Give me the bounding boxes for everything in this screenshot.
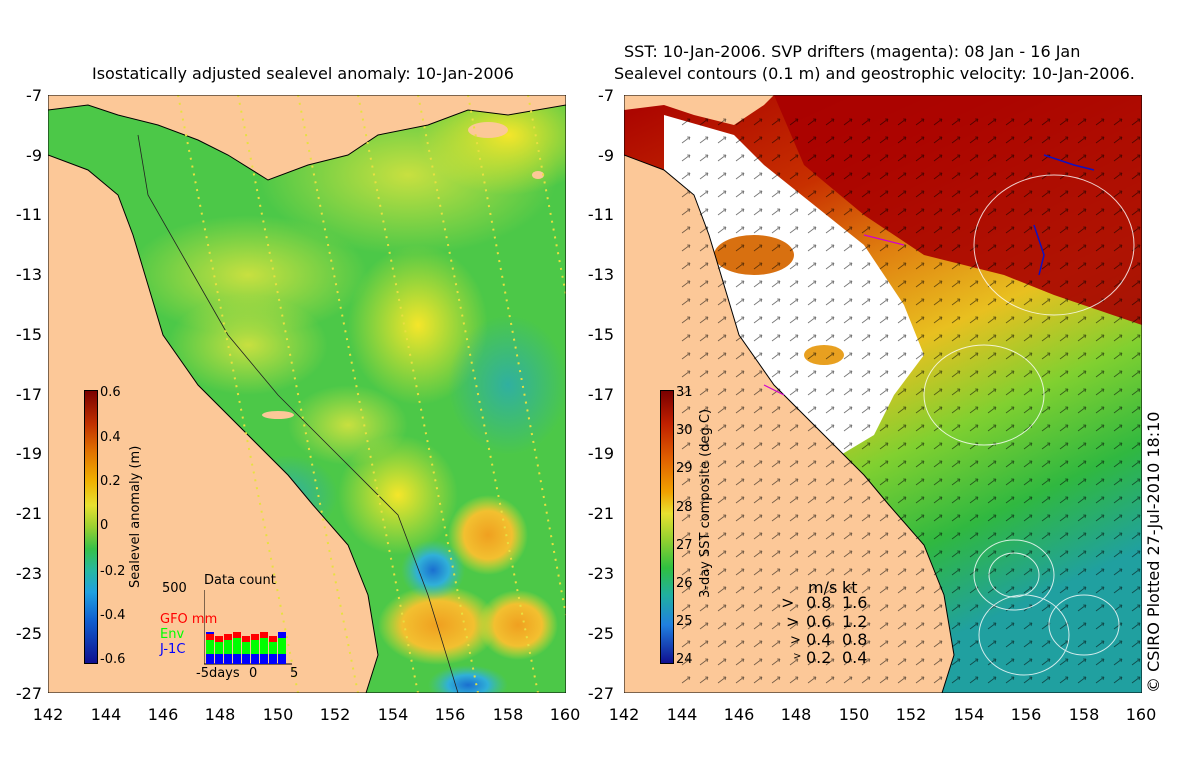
right-y-tick: -23	[587, 564, 614, 583]
data-count-xlabel-left: -5days	[196, 666, 240, 681]
right-y-tick: -9	[598, 146, 614, 165]
velocity-header-kt: kt	[842, 578, 858, 597]
right-colorbar-tick: 27	[676, 538, 693, 553]
left-colorbar-tick: 0	[100, 518, 109, 533]
left-sealevel-map	[48, 95, 566, 693]
right-colorbar-label: 3-day SST composite (deg C)	[698, 408, 713, 598]
right-map-title-line1: SST: 10-Jan-2006. SVP drifters (magenta)…	[624, 42, 1081, 61]
right-y-tick: -19	[587, 444, 614, 463]
left-x-tick: 150	[262, 705, 294, 724]
right-x-tick: 150	[838, 705, 870, 724]
right-colorbar-tick: 24	[676, 652, 693, 667]
left-map-title: Isostatically adjusted sealevel anomaly:…	[92, 64, 514, 83]
left-x-tick: 154	[377, 705, 409, 724]
left-x-tick: 160	[549, 705, 581, 724]
data-count-bars	[204, 590, 292, 665]
left-y-tick: -23	[15, 564, 42, 583]
left-y-tick: -11	[15, 205, 42, 224]
left-x-tick: 156	[434, 705, 466, 724]
right-y-tick: -11	[587, 205, 614, 224]
left-y-tick: -25	[15, 624, 42, 643]
left-y-tick: -17	[15, 385, 42, 404]
right-y-tick: -17	[587, 385, 614, 404]
velocity-ms: 0.2	[806, 648, 832, 667]
left-y-tick: -19	[15, 444, 42, 463]
velocity-kt: 0.8	[842, 630, 868, 649]
left-y-tick: -21	[15, 504, 42, 523]
right-sst-map	[624, 95, 1142, 693]
velocity-arrow-icon: >	[786, 612, 800, 631]
velocity-ms: 0.4	[806, 630, 832, 649]
right-colorbar-tick: 28	[676, 500, 693, 515]
left-x-tick: 158	[492, 705, 524, 724]
data-count-max: 500	[162, 581, 187, 596]
legend-gfo: GFO mm	[160, 612, 218, 627]
right-y-tick: -25	[587, 624, 614, 643]
right-x-tick: 148	[780, 705, 812, 724]
left-x-tick: 146	[147, 705, 179, 724]
right-x-tick: 144	[666, 705, 698, 724]
right-x-tick: 156	[1010, 705, 1042, 724]
left-y-tick: -13	[15, 265, 42, 284]
left-x-tick: 142	[32, 705, 64, 724]
right-map-title-line2: Sealevel contours (0.1 m) and geostrophi…	[614, 64, 1135, 83]
left-y-tick: -27	[15, 684, 42, 703]
right-x-tick: 154	[953, 705, 985, 724]
right-x-tick: 158	[1068, 705, 1100, 724]
right-y-tick: -13	[587, 265, 614, 284]
right-colorbar-tick: 30	[676, 423, 693, 438]
right-y-tick: -21	[587, 504, 614, 523]
right-y-tick: -7	[598, 86, 614, 105]
left-colorbar-tick: -0.6	[100, 652, 126, 667]
right-x-tick: 160	[1125, 705, 1157, 724]
right-colorbar-tick: 25	[676, 614, 693, 629]
right-x-tick: 152	[895, 705, 927, 724]
velocity-kt: 1.6	[842, 593, 868, 612]
velocity-header-ms: m/s	[808, 578, 838, 597]
left-colorbar	[84, 390, 98, 664]
right-y-tick: -15	[587, 325, 614, 344]
velocity-ms: 0.6	[806, 612, 832, 631]
left-colorbar-tick: 0.6	[100, 385, 121, 400]
left-colorbar-tick: 0.2	[100, 474, 121, 489]
right-x-tick: 142	[608, 705, 640, 724]
left-y-tick: -15	[15, 325, 42, 344]
left-x-tick: 148	[204, 705, 236, 724]
data-count-title: Data count	[204, 573, 276, 588]
left-colorbar-label: Sealevel anomaly (m)	[128, 445, 143, 588]
right-x-tick: 146	[723, 705, 755, 724]
left-colorbar-tick: -0.2	[100, 564, 126, 579]
legend-j1c: J-1C	[160, 642, 186, 657]
right-colorbar	[660, 390, 674, 664]
velocity-arrow-icon: >	[790, 633, 801, 648]
data-count-xlabel-mid: 0	[249, 666, 258, 681]
right-colorbar-tick: 31	[676, 385, 693, 400]
left-colorbar-tick: -0.4	[100, 608, 126, 623]
right-colorbar-tick: 26	[676, 576, 693, 591]
left-x-tick: 144	[90, 705, 122, 724]
left-y-tick: -7	[26, 86, 42, 105]
velocity-ms: 0.8	[806, 593, 832, 612]
velocity-kt: 1.2	[842, 612, 868, 631]
left-x-tick: 152	[319, 705, 351, 724]
velocity-kt: 0.4	[842, 648, 868, 667]
right-y-tick: -27	[587, 684, 614, 703]
legend-env: Env	[160, 627, 185, 642]
velocity-arrow-icon: >	[793, 651, 802, 662]
data-count-xlabel-right: 5	[290, 666, 299, 681]
plot-credit: © CSIRO Plotted 27-Jul-2010 18:10	[1144, 411, 1163, 693]
left-y-tick: -9	[26, 146, 42, 165]
right-colorbar-tick: 29	[676, 461, 693, 476]
velocity-arrow-icon: >	[781, 593, 795, 612]
left-colorbar-tick: 0.4	[100, 430, 121, 445]
